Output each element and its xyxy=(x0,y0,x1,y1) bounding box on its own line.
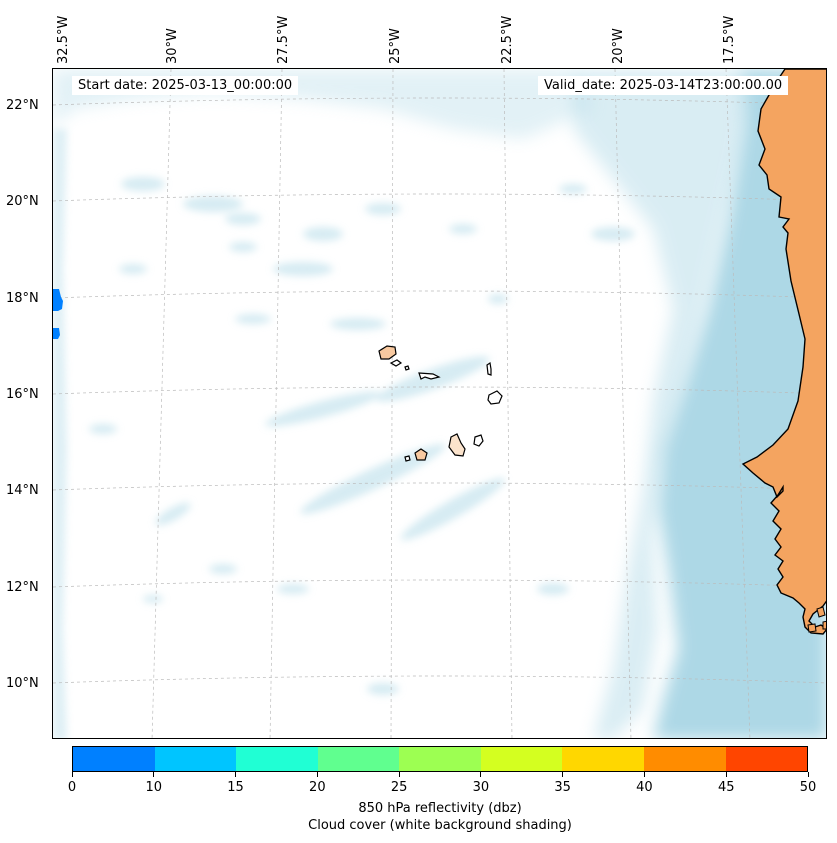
cape-verde-islands xyxy=(378,345,503,462)
colorbar-tick xyxy=(316,772,318,777)
island-boa-vista xyxy=(487,390,503,405)
colorbar-tick-label: 0 xyxy=(67,780,77,795)
lon-label-25w: 25°W xyxy=(388,28,403,64)
island-sao-vicente xyxy=(389,359,403,367)
island-maio xyxy=(473,434,484,447)
graticule xyxy=(53,69,826,738)
lat-label-16n: 16°N xyxy=(6,387,39,402)
map-panel xyxy=(52,68,827,739)
colorbar-tick-label: 50 xyxy=(799,780,817,795)
lat-label-14n: 14°N xyxy=(6,483,39,498)
lon-label-20w: 20°W xyxy=(611,28,626,64)
colorbar-tick xyxy=(71,772,73,777)
reflectivity-patches xyxy=(53,289,63,339)
colorbar-tick-label: 25 xyxy=(390,780,408,795)
parallel-16n xyxy=(53,386,826,395)
valid-date-label: Valid_date: 2025-03-14T23:00:00.00 xyxy=(538,76,789,95)
colorbar-swatch xyxy=(154,747,237,771)
meridian-20w xyxy=(614,69,632,738)
parallel-20n xyxy=(53,193,826,202)
island-brava xyxy=(404,455,411,462)
cloud-west-edge xyxy=(53,129,67,738)
colorbar-tick-label: 30 xyxy=(472,780,490,795)
island-sal xyxy=(486,361,492,376)
lat-label-20n: 20°N xyxy=(6,194,39,209)
island-sao-nicolau xyxy=(418,372,441,380)
lat-label-12n: 12°N xyxy=(6,580,39,595)
colorbar-swatch xyxy=(480,747,563,771)
bijagos-islands xyxy=(807,606,826,633)
island-fogo xyxy=(414,448,428,461)
meridian-27-5w xyxy=(269,69,283,738)
meridian-17-5w xyxy=(725,69,751,738)
colorbar-tick xyxy=(153,772,155,777)
colorbar-tick xyxy=(562,772,564,777)
lon-label-22-5w: 22.5°W xyxy=(500,15,515,64)
colorbar-tick-label: 45 xyxy=(717,780,735,795)
colorbar-tick-label: 15 xyxy=(227,780,244,795)
lat-label-10n: 10°N xyxy=(6,676,39,691)
colorbar-swatch xyxy=(236,747,318,771)
parallel-18n xyxy=(53,290,826,299)
colorbar-tick xyxy=(643,772,645,777)
meridian-25w xyxy=(390,69,394,738)
start-date-label: Start date: 2025-03-13_00:00:00 xyxy=(72,76,299,95)
colorbar-tick xyxy=(807,772,809,777)
meridian-22-5w xyxy=(503,69,513,738)
colorbar-tick xyxy=(725,772,727,777)
cloud-patches xyxy=(89,177,635,695)
colorbar-swatch xyxy=(643,747,726,771)
colorbar-sublabel: Cloud cover (white background shading) xyxy=(308,818,572,833)
colorbar-tick-label: 10 xyxy=(145,780,163,795)
colorbar-swatch xyxy=(317,747,400,771)
lon-label-27-5w: 27.5°W xyxy=(276,15,291,64)
island-santiago xyxy=(448,433,466,457)
colorbar-label: 850 hPa reflectivity (dbz) xyxy=(358,801,522,816)
lon-label-32-5w: 32.5°W xyxy=(56,15,71,64)
lat-label-22n: 22°N xyxy=(6,98,39,113)
cloud-band-east-light xyxy=(573,69,753,738)
lon-label-30w: 30°W xyxy=(165,28,180,64)
cloud-cover-shading xyxy=(53,69,826,738)
colorbar-tick xyxy=(480,772,482,777)
lat-label-18n: 18°N xyxy=(6,291,39,306)
colorbar-tick-label: 40 xyxy=(636,780,653,795)
colorbar-tick-label: 35 xyxy=(554,780,571,795)
island-santa-luzia xyxy=(404,365,410,371)
colorbar-swatch xyxy=(562,747,644,771)
parallel-22n xyxy=(53,97,826,106)
reflectivity-patch-south xyxy=(53,328,60,339)
meridian-30w xyxy=(151,69,172,738)
parallel-14n xyxy=(53,482,826,491)
lon-label-17-5w: 17.5°W xyxy=(722,15,737,64)
colorbar-swatch xyxy=(725,747,808,771)
parallel-12n xyxy=(53,579,826,588)
africa-coast xyxy=(741,69,826,635)
colorbar xyxy=(72,746,808,772)
colorbar-tick xyxy=(398,772,400,777)
map-canvas xyxy=(53,69,826,738)
island-santo-antao xyxy=(378,345,397,360)
colorbar-tick-label: 20 xyxy=(309,780,326,795)
colorbar-swatch xyxy=(399,747,481,771)
reflectivity-patch-north xyxy=(53,289,63,311)
colorbar-tick xyxy=(235,772,237,777)
colorbar-swatch xyxy=(73,747,155,771)
parallel-10n xyxy=(53,675,826,684)
